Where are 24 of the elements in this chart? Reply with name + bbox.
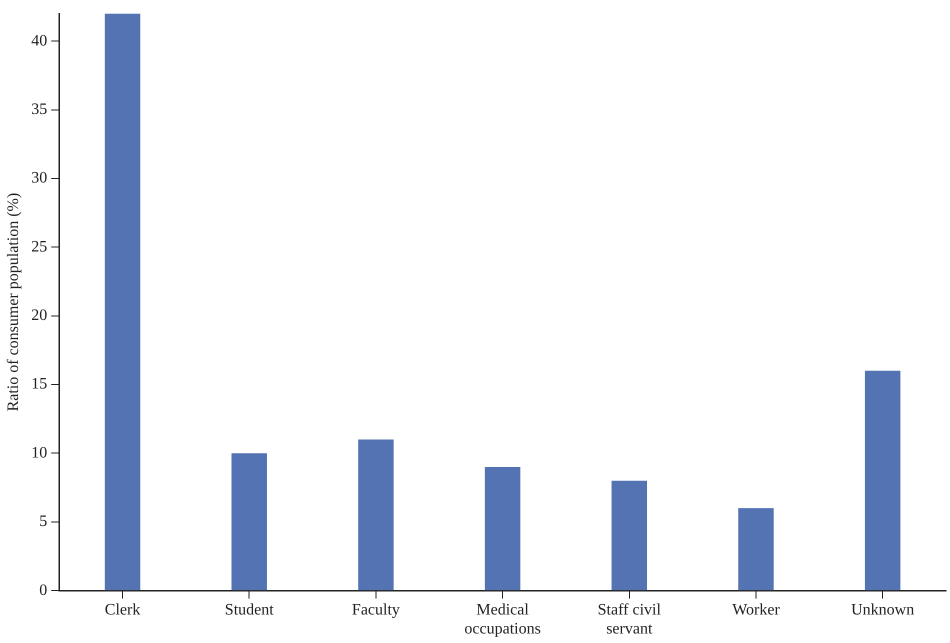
- x-tick-label: Unknown: [851, 601, 914, 618]
- x-tick-label: Clerk: [104, 601, 140, 618]
- y-tick-label: 5: [39, 513, 48, 530]
- y-axis-title: Ratio of consumer population (%): [4, 192, 22, 412]
- x-tick-label: Student: [224, 601, 274, 618]
- y-tick-label: 10: [31, 444, 48, 462]
- y-tick-label: 20: [31, 307, 48, 324]
- y-tick-label: 35: [31, 100, 48, 118]
- bar: [864, 370, 900, 590]
- x-tick-label: Staff civil servant: [598, 601, 662, 638]
- bar: [104, 14, 140, 590]
- x-tick-label: Worker: [732, 601, 780, 618]
- y-tick-label: 15: [31, 376, 48, 393]
- y-tick-label: 0: [39, 582, 48, 599]
- y-tick-label: 30: [31, 170, 48, 187]
- bar: [231, 453, 267, 590]
- x-tick-label: Medical occupations: [464, 601, 541, 638]
- y-tick-label: 25: [31, 238, 48, 256]
- y-tick-label: 40: [31, 32, 48, 50]
- bar: [612, 480, 648, 590]
- bar: [484, 466, 520, 590]
- bar: [738, 508, 774, 590]
- bar: [358, 439, 394, 590]
- x-tick-label: Faculty: [352, 601, 400, 618]
